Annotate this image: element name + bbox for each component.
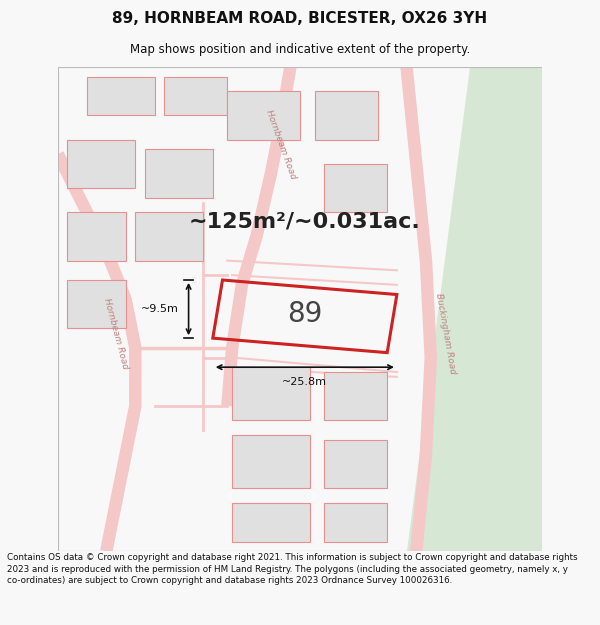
Text: Hornbeam Road: Hornbeam Road: [264, 109, 298, 180]
Polygon shape: [324, 503, 387, 541]
Polygon shape: [164, 76, 227, 115]
Polygon shape: [314, 91, 377, 139]
Polygon shape: [67, 139, 136, 188]
Text: Map shows position and indicative extent of the property.: Map shows position and indicative extent…: [130, 42, 470, 56]
Text: Buckingham Road: Buckingham Road: [434, 292, 457, 374]
Text: ~9.5m: ~9.5m: [141, 304, 179, 314]
Polygon shape: [227, 91, 300, 139]
Text: ~25.8m: ~25.8m: [283, 377, 328, 387]
Polygon shape: [324, 440, 387, 488]
Text: Hornbeam Road: Hornbeam Road: [102, 297, 130, 370]
Text: 89, HORNBEAM ROAD, BICESTER, OX26 3YH: 89, HORNBEAM ROAD, BICESTER, OX26 3YH: [112, 11, 488, 26]
Polygon shape: [87, 76, 155, 115]
Text: Contains OS data © Crown copyright and database right 2021. This information is : Contains OS data © Crown copyright and d…: [7, 553, 578, 585]
Text: 89: 89: [287, 300, 323, 328]
Polygon shape: [324, 164, 387, 212]
Polygon shape: [232, 435, 310, 488]
Polygon shape: [136, 212, 203, 261]
Polygon shape: [324, 372, 387, 421]
Polygon shape: [407, 67, 542, 551]
Polygon shape: [232, 503, 310, 541]
Polygon shape: [67, 212, 125, 261]
Polygon shape: [232, 367, 310, 421]
Polygon shape: [67, 280, 125, 329]
Polygon shape: [145, 149, 213, 198]
Text: ~125m²/~0.031ac.: ~125m²/~0.031ac.: [189, 212, 421, 232]
